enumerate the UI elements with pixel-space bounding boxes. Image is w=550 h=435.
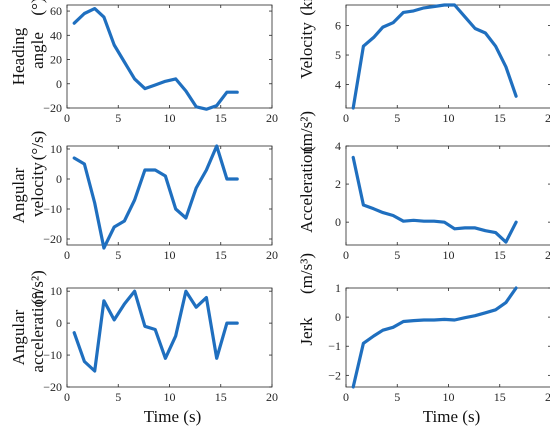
y-tick-label: 1 (335, 281, 341, 295)
x-tick-label: 10 (164, 111, 176, 125)
subplot-jerk: 0 5 10 15 20 −2 −1 0 1 Jerk (m/s³) Time (s) (297, 253, 550, 426)
y-tick-label: −10 (43, 202, 62, 216)
x-tick-label: 5 (394, 390, 400, 404)
y-tick-label: −10 (43, 348, 62, 362)
x-tick-label: 15 (494, 390, 506, 404)
x-tick-label: 5 (115, 390, 121, 404)
x-axis-label: Time (s) (423, 407, 480, 426)
y-axis-unit: (km/h) (297, 0, 316, 16)
x-tick-label: 20 (545, 111, 550, 125)
y-tick-label: 20 (50, 53, 62, 67)
y-axis-label-line: Angular (9, 167, 28, 223)
y-tick-label: 10 (50, 284, 62, 298)
x-tick-label: 0 (64, 111, 70, 125)
x-tick-label: 0 (343, 111, 349, 125)
y-tick-label: 0 (335, 215, 341, 229)
y-axis-unit: (°/s) (28, 131, 47, 160)
x-tick-label: 15 (215, 111, 227, 125)
y-axis-label-line: acceleration (28, 290, 47, 373)
x-tick-label: 15 (494, 111, 506, 125)
y-tick-label: 5 (335, 48, 341, 62)
y-axis-label-line: Velocity (297, 22, 316, 79)
subplot-angular-velocity: 0 5 10 15 20 −20 −10 0 10 Angular velocity (°/s) (9, 131, 278, 262)
x-tick-label: 0 (343, 248, 349, 262)
series-line-acceleration (351, 155, 518, 244)
x-tick-label: 15 (215, 390, 227, 404)
y-axis-label-line: Angular (9, 309, 28, 365)
y-tick-label: 60 (50, 4, 62, 18)
y-tick-label: 0 (56, 172, 62, 186)
x-tick-label: 20 (266, 111, 278, 125)
series-line-jerk (351, 286, 518, 389)
y-axis-unit: (m/s³) (297, 253, 316, 294)
y-tick-label: 0 (335, 310, 341, 324)
x-tick-label: 0 (64, 390, 70, 404)
subplot-velocity: 0 5 10 15 20 4 5 6 Velocity (km/h) (297, 0, 550, 125)
y-tick-label: −20 (43, 232, 62, 246)
y-axis-label-line: Acceleration (297, 146, 316, 233)
y-tick-label: 10 (50, 142, 62, 156)
y-tick-label: 4 (335, 139, 341, 153)
x-tick-label: 20 (266, 390, 278, 404)
y-axis-unit: (°/s²) (28, 270, 47, 305)
y-axis-label-line: velocity (28, 162, 47, 217)
x-tick-label: 10 (443, 390, 455, 404)
subplot-angular-acceleration: 0 5 10 15 20 −20 −10 0 10 Angular acceleration(°/s… (9, 270, 278, 426)
y-axis-unit: (m/s²) (297, 111, 316, 152)
x-tick-label: 5 (115, 111, 121, 125)
x-tick-label: 15 (494, 248, 506, 262)
y-axis-unit: (°) (28, 0, 47, 16)
y-tick-label: −20 (43, 101, 62, 115)
subplot-acceleration: 0 5 10 15 20 0 2 4 Acceleration(m/s²) (297, 111, 550, 262)
x-tick-label: 5 (115, 248, 121, 262)
x-tick-label: 10 (443, 248, 455, 262)
y-tick-label: 40 (50, 28, 62, 42)
series-line-angular-acceleration (72, 289, 239, 373)
x-tick-label: 5 (394, 248, 400, 262)
x-tick-label: 10 (164, 248, 176, 262)
series-line-heading (72, 7, 239, 111)
y-tick-label: 4 (335, 77, 341, 91)
y-tick-label: 6 (335, 19, 341, 33)
y-tick-label: −1 (328, 339, 341, 353)
x-tick-label: 5 (394, 111, 400, 125)
y-axis-label-line: angle (28, 32, 47, 69)
x-tick-label: 20 (545, 390, 550, 404)
series-line-velocity (351, 3, 518, 110)
y-tick-label: 0 (56, 316, 62, 330)
x-tick-label: 20 (545, 248, 550, 262)
x-tick-label: 10 (164, 390, 176, 404)
x-tick-label: 20 (266, 248, 278, 262)
x-tick-label: 0 (343, 390, 349, 404)
x-tick-label: 10 (443, 111, 455, 125)
x-tick-label: 0 (64, 248, 70, 262)
y-tick-label: 2 (335, 177, 341, 191)
y-tick-label: 0 (56, 77, 62, 91)
x-tick-label: 15 (215, 248, 227, 262)
x-axis-label: Time (s) (144, 407, 201, 426)
y-axis-label-line: Heading (9, 27, 28, 85)
series-line-angular-velocity (72, 144, 239, 250)
y-tick-label: −20 (43, 380, 62, 394)
y-axis-label-line: Jerk (297, 317, 316, 346)
y-tick-label: −2 (328, 368, 341, 382)
